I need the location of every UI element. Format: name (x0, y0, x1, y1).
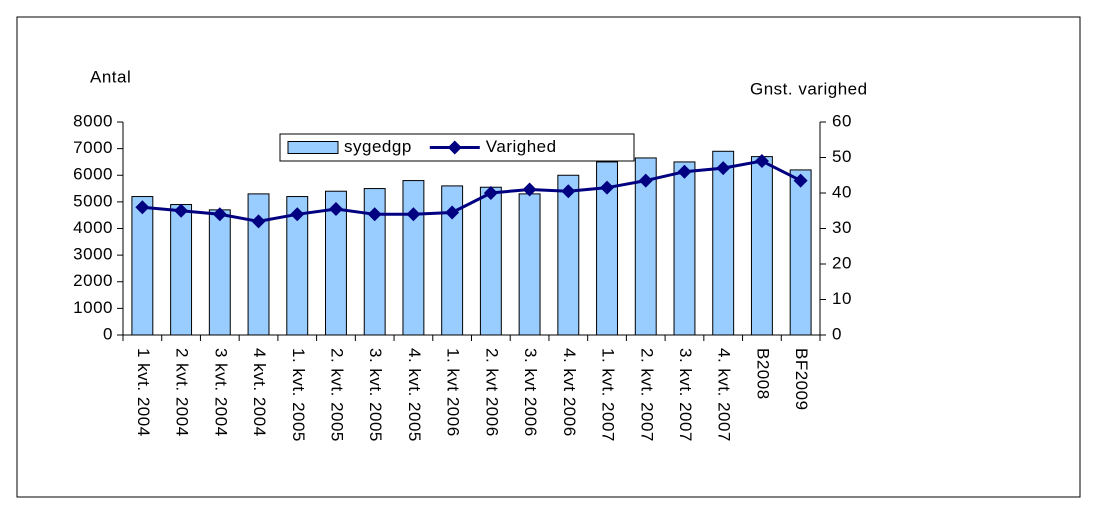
bar (518, 193, 541, 336)
legend-label: Varighed (486, 137, 557, 156)
bar (634, 157, 657, 336)
x-tick-label: 1. kvt. 2005 (289, 348, 308, 442)
y-axis-label: Antal (90, 67, 131, 86)
y-tick-label: 4000 (73, 218, 113, 237)
y-tick-label: 5000 (73, 191, 113, 210)
y-tick-label: 2000 (73, 271, 113, 290)
marker (793, 173, 808, 188)
y2-tick-label: 20 (832, 253, 852, 272)
x-tick-label: 2. kvt. 2005 (327, 348, 346, 442)
marker (600, 180, 615, 195)
y2-axis-label: Gnst. varighed (750, 79, 868, 98)
marker (367, 207, 382, 222)
x-tick-label: 2 kvt. 2004 (173, 348, 192, 437)
x-tick-label: 4 kvt. 2004 (250, 348, 269, 437)
bar (557, 174, 580, 336)
legend-swatch (287, 141, 339, 154)
bar (286, 196, 309, 336)
x-tick-label: 1. kvt. 2007 (599, 348, 618, 442)
marker (174, 203, 189, 218)
y2-tick-label: 60 (832, 111, 852, 130)
y2-tick-label: 30 (832, 218, 852, 237)
marker (522, 182, 537, 197)
legend-label: sygedgp (344, 137, 412, 156)
x-tick-label: 2. kvt 2006 (482, 348, 501, 437)
marker (483, 186, 498, 200)
y2-tick-label: 50 (832, 147, 852, 166)
marker (754, 154, 769, 169)
x-tick-label: 1. kvt 2006 (444, 348, 463, 437)
x-tick-label: 1 kvt. 2004 (134, 348, 153, 437)
marker (135, 200, 150, 215)
x-tick-label: 3 kvt. 2004 (211, 348, 230, 437)
y-tick-label: 8000 (73, 111, 113, 130)
marker (406, 207, 421, 222)
bar (325, 190, 347, 336)
marker (716, 161, 731, 176)
x-tick-label: 2. kvt. 2007 (637, 348, 656, 442)
bar (247, 193, 270, 336)
marker (290, 207, 305, 222)
bar (441, 185, 464, 336)
bar (712, 150, 735, 336)
y-tick-label: 6000 (73, 165, 113, 184)
x-tick-label: 3. kvt. 2007 (676, 348, 695, 442)
marker (561, 184, 576, 199)
bar (789, 169, 812, 336)
bar (170, 204, 193, 336)
bar (402, 180, 425, 336)
x-tick-label: 4. kvt. 2005 (405, 348, 424, 442)
y2-tick-label: 40 (832, 182, 852, 201)
bar (208, 209, 231, 336)
y-tick-label: 0 (103, 324, 113, 343)
y2-tick-label: 10 (832, 289, 852, 308)
legend-marker (447, 140, 462, 155)
marker (251, 214, 266, 229)
line (142, 159, 802, 223)
y2-tick-label: 0 (832, 324, 842, 343)
bar (750, 156, 773, 336)
bar (479, 186, 502, 336)
y-tick-label: 3000 (73, 245, 113, 264)
x-tick-label: 3. kvt. 2005 (366, 348, 385, 442)
y-tick-label: 7000 (73, 138, 113, 157)
x-tick-label: 4. kvt 2006 (560, 348, 579, 437)
bar (596, 161, 618, 336)
marker (212, 207, 227, 222)
marker (445, 205, 460, 220)
x-tick-label: 3. kvt 2006 (521, 348, 540, 437)
marker (677, 164, 692, 179)
x-tick-label: BF2009 (792, 348, 811, 411)
marker (328, 201, 343, 216)
bar (131, 196, 154, 336)
chart-frame (16, 16, 1081, 498)
bar (363, 188, 386, 336)
marker (638, 173, 653, 188)
bar (673, 161, 696, 336)
y-tick-label: 1000 (73, 298, 113, 317)
x-tick-label: 4. kvt. 2007 (715, 348, 734, 442)
x-tick-label: B2008 (753, 348, 772, 400)
